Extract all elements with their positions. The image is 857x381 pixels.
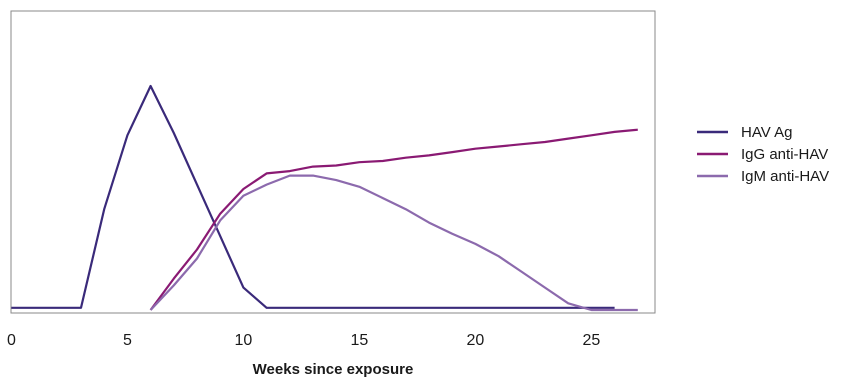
x-tick-label: 25 — [583, 332, 601, 349]
series-lines — [11, 84, 638, 312]
series-line-igm-anti-hav — [149, 174, 638, 312]
x-tick-label: 20 — [467, 332, 485, 349]
x-tick-label: 10 — [235, 332, 253, 349]
legend-label-igm-anti-hav: IgM anti-HAV — [741, 168, 829, 185]
legend: HAV Ag IgG anti-HAV IgM anti-HAV — [697, 124, 829, 185]
series-line-hav-ag — [11, 84, 615, 309]
plot-area — [10, 10, 656, 314]
x-tick-labels: 0 5 10 15 20 25 — [7, 332, 600, 349]
x-axis-title: Weeks since exposure — [253, 361, 414, 378]
legend-label-igg-anti-hav: IgG anti-HAV — [741, 146, 828, 163]
x-tick-label: 5 — [123, 332, 132, 349]
x-tick-label: 15 — [351, 332, 369, 349]
x-tick-label: 0 — [7, 332, 16, 349]
legend-label-hav-ag: HAV Ag — [741, 124, 792, 141]
series-line-igg-anti-hav — [149, 128, 638, 311]
